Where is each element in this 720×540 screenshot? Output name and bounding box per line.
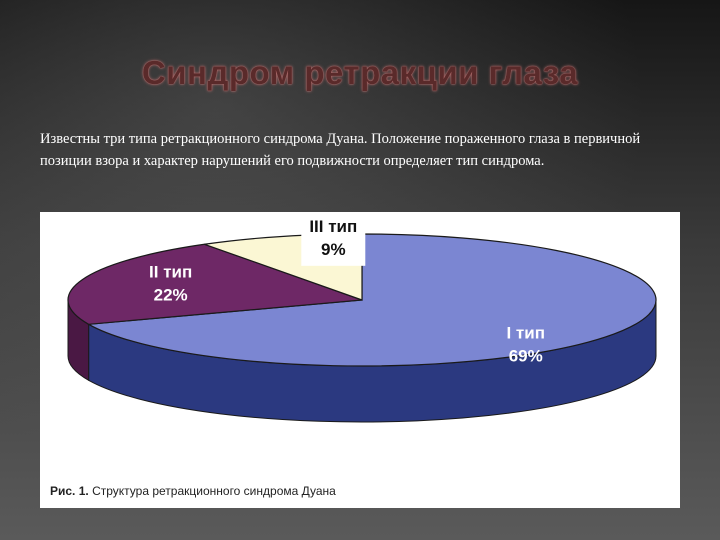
pie-label-value-iii-тип: 9%: [321, 240, 346, 259]
pie-slice-i-тип: [86, 233, 657, 367]
pie-chart: I тип 69% II тип 22% III тип 9%: [67, 215, 657, 423]
pie-label-name-ii-тип: II тип: [149, 262, 192, 281]
pie-label-value-ii-тип: 22%: [154, 285, 188, 304]
slide-title: Синдром ретракции глаза: [141, 54, 579, 91]
figure-caption: Рис. 1. Структура ретракционного синдром…: [50, 484, 336, 498]
figure-caption-number: Рис. 1.: [50, 484, 89, 498]
slide-body-text: Известны три типа ретракционного синдром…: [40, 131, 641, 169]
figure-caption-text: Структура ретракционного синдрома Дуана: [92, 484, 336, 498]
pie-label-value-i-тип: 69%: [509, 346, 543, 365]
pie-labels: I тип 69% II тип 22% III тип 9%: [149, 215, 545, 365]
pie-slice-ii-тип: [67, 243, 363, 325]
pie-label-name-iii-тип: III тип: [309, 217, 357, 236]
figure-panel: I тип 69% II тип 22% III тип 9% Рис. 1. Струк…: [40, 212, 680, 508]
pie-label-bg-iii-тип: [301, 215, 366, 266]
pie-label-name-i-тип: I тип: [506, 323, 545, 342]
